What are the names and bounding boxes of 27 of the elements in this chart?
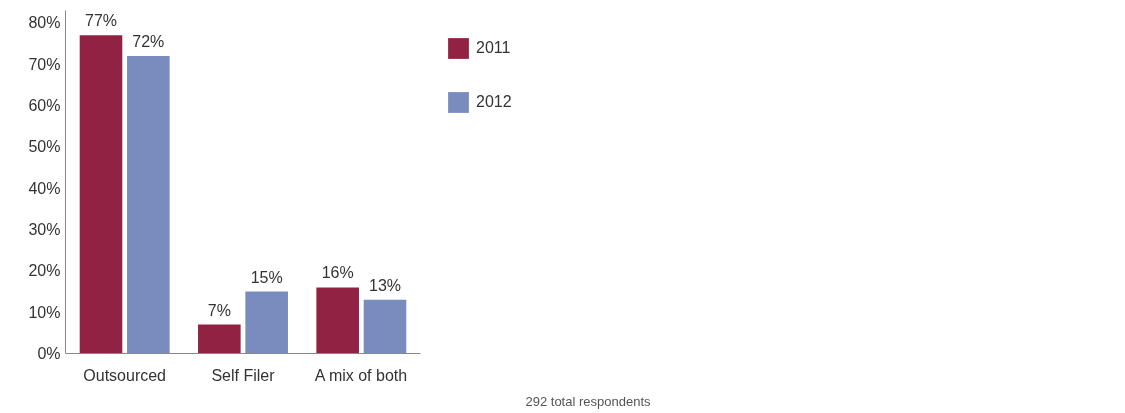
bar [316,287,359,354]
y-tick-label: 30% [28,221,61,239]
bar [363,299,407,354]
y-tick-label: 20% [28,262,61,280]
data-label: 72% [132,32,165,50]
data-label: 15% [250,268,283,286]
bar [79,35,123,354]
bar [245,291,288,354]
y-tick-label: 10% [28,303,61,321]
y-tick-label: 60% [28,97,61,115]
x-tick-label: Outsourced [83,366,167,384]
y-tick-label: 80% [28,14,61,32]
bar [198,324,241,354]
x-tick-label: Self Filer [211,366,276,384]
legend-label: 2012 [476,93,513,111]
data-label: 77% [84,12,118,30]
legend-label: 2011 [476,39,512,57]
y-tick-label: 40% [28,179,61,197]
y-tick-label: 50% [28,138,61,156]
data-label: 16% [321,264,354,282]
data-label: 7% [207,301,231,319]
bar [127,55,170,354]
x-tick-label: A mix of both [314,366,408,384]
data-label: 13% [368,276,402,294]
text: 292 total respondents [525,393,651,409]
y-tick-label: 0% [37,345,61,362]
y-tick-label: 70% [28,55,61,73]
